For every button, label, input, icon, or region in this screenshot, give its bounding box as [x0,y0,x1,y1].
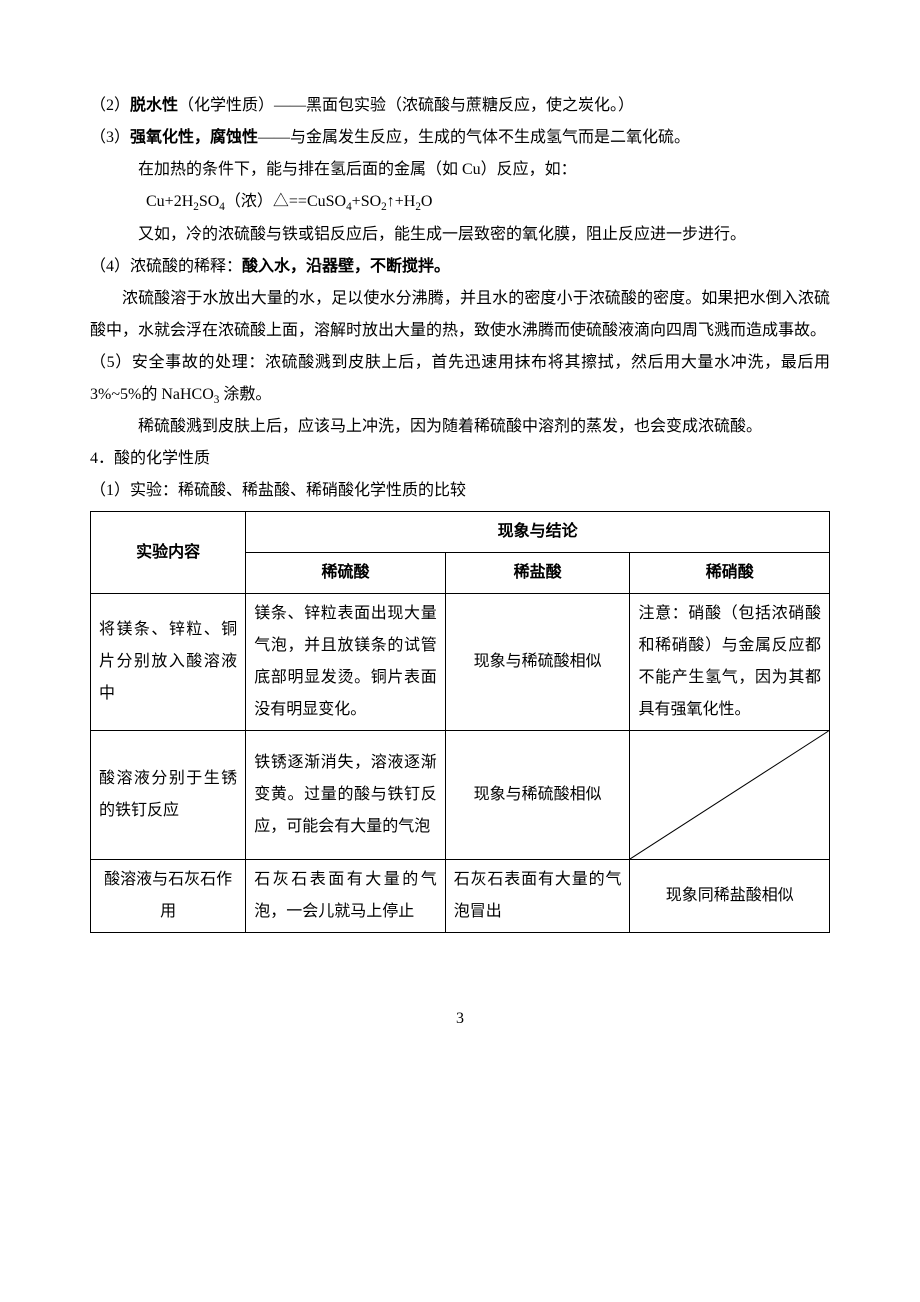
rest: ——与金属发生反应，生成的气体不生成氢气而是二氧化硫。 [258,129,690,146]
cell: 酸溶液与石灰石作用 [91,860,246,933]
cell: 酸溶液分别于生锈的铁钉反应 [91,731,246,860]
cell: 现象与稀硫酸相似 [445,731,630,860]
label: （2） [90,97,130,114]
page-number: 3 [90,1003,830,1035]
cell: 镁条、锌粒表面出现大量气泡，并且放镁条的试管底部明显发烫。铜片表面没有明显变化。 [246,594,446,731]
header-hcl: 稀盐酸 [445,553,630,594]
item-3-equation: Cu+2H2SO4（浓）△==CuSO4+SO2↑+H2O [90,186,830,219]
section-4-title: 4．酸的化学性质 [90,443,830,475]
item-4: （4）浓硫酸的稀释：酸入水，沿器壁，不断搅拌。 [90,251,830,283]
item-3-line4: 又如，冷的浓硫酸与铁或铝反应后，能生成一层致密的氧化膜，阻止反应进一步进行。 [90,219,830,251]
item-4-para: 浓硫酸溶于水放出大量的水，足以使水分沸腾，并且水的密度小于浓硫酸的密度。如果把水… [90,283,830,347]
cell: 石灰石表面有大量的气泡，一会儿就马上停止 [246,860,446,933]
cell: 注意：硝酸（包括浓硝酸和稀硝酸）与金属反应都不能产生氢气，因为其都具有强氧化性。 [630,594,830,731]
header-experiment: 实验内容 [91,512,246,594]
section-4-sub: （1）实验：稀硫酸、稀盐酸、稀硝酸化学性质的比较 [90,475,830,507]
comparison-table: 实验内容 现象与结论 稀硫酸 稀盐酸 稀硝酸 将镁条、锌粒、铜片分别放入酸溶液中… [90,511,830,933]
header-h2so4: 稀硫酸 [246,553,446,594]
header-hno3: 稀硝酸 [630,553,830,594]
table-header-row: 实验内容 现象与结论 [91,512,830,553]
cell-diagonal [630,731,830,860]
diagonal-line-icon [630,731,829,859]
item-2: （2）脱水性（化学性质）——黑面包实验（浓硫酸与蔗糖反应，使之炭化。） [90,90,830,122]
bold-term: 酸入水，沿器壁，不断搅拌。 [242,258,450,275]
table-row: 将镁条、锌粒、铜片分别放入酸溶液中 镁条、锌粒表面出现大量气泡，并且放镁条的试管… [91,594,830,731]
label: （3） [90,129,130,146]
cell: 铁锈逐渐消失，溶液逐渐变黄。过量的酸与铁钉反应，可能会有大量的气泡 [246,731,446,860]
item-3-line2: 在加热的条件下，能与排在氢后面的金属（如 Cu）反应，如： [90,154,830,186]
table-row: 酸溶液与石灰石作用 石灰石表面有大量的气泡，一会儿就马上停止 石灰石表面有大量的… [91,860,830,933]
item-3: （3）强氧化性，腐蚀性——与金属发生反应，生成的气体不生成氢气而是二氧化硫。 [90,122,830,154]
bold-term: 脱水性 [130,97,178,114]
cell: 现象与稀硫酸相似 [445,594,630,731]
label: （4）浓硫酸的稀释： [90,258,242,275]
cell: 现象同稀盐酸相似 [630,860,830,933]
table-row: 酸溶液分别于生锈的铁钉反应 铁锈逐渐消失，溶液逐渐变黄。过量的酸与铁钉反应，可能… [91,731,830,860]
header-phenomenon: 现象与结论 [246,512,830,553]
rest: （化学性质）——黑面包实验（浓硫酸与蔗糖反应，使之炭化。） [178,97,634,114]
cell: 石灰石表面有大量的气泡冒出 [445,860,630,933]
item-5-line1: （5）安全事故的处理：浓硫酸溅到皮肤上后，首先迅速用抹布将其擦拭，然后用大量水冲… [90,347,830,412]
cell: 将镁条、锌粒、铜片分别放入酸溶液中 [91,594,246,731]
bold-term: 强氧化性，腐蚀性 [130,129,258,146]
item-5-line2: 稀硫酸溅到皮肤上后，应该马上冲洗，因为随着稀硫酸中溶剂的蒸发，也会变成浓硫酸。 [90,411,830,443]
